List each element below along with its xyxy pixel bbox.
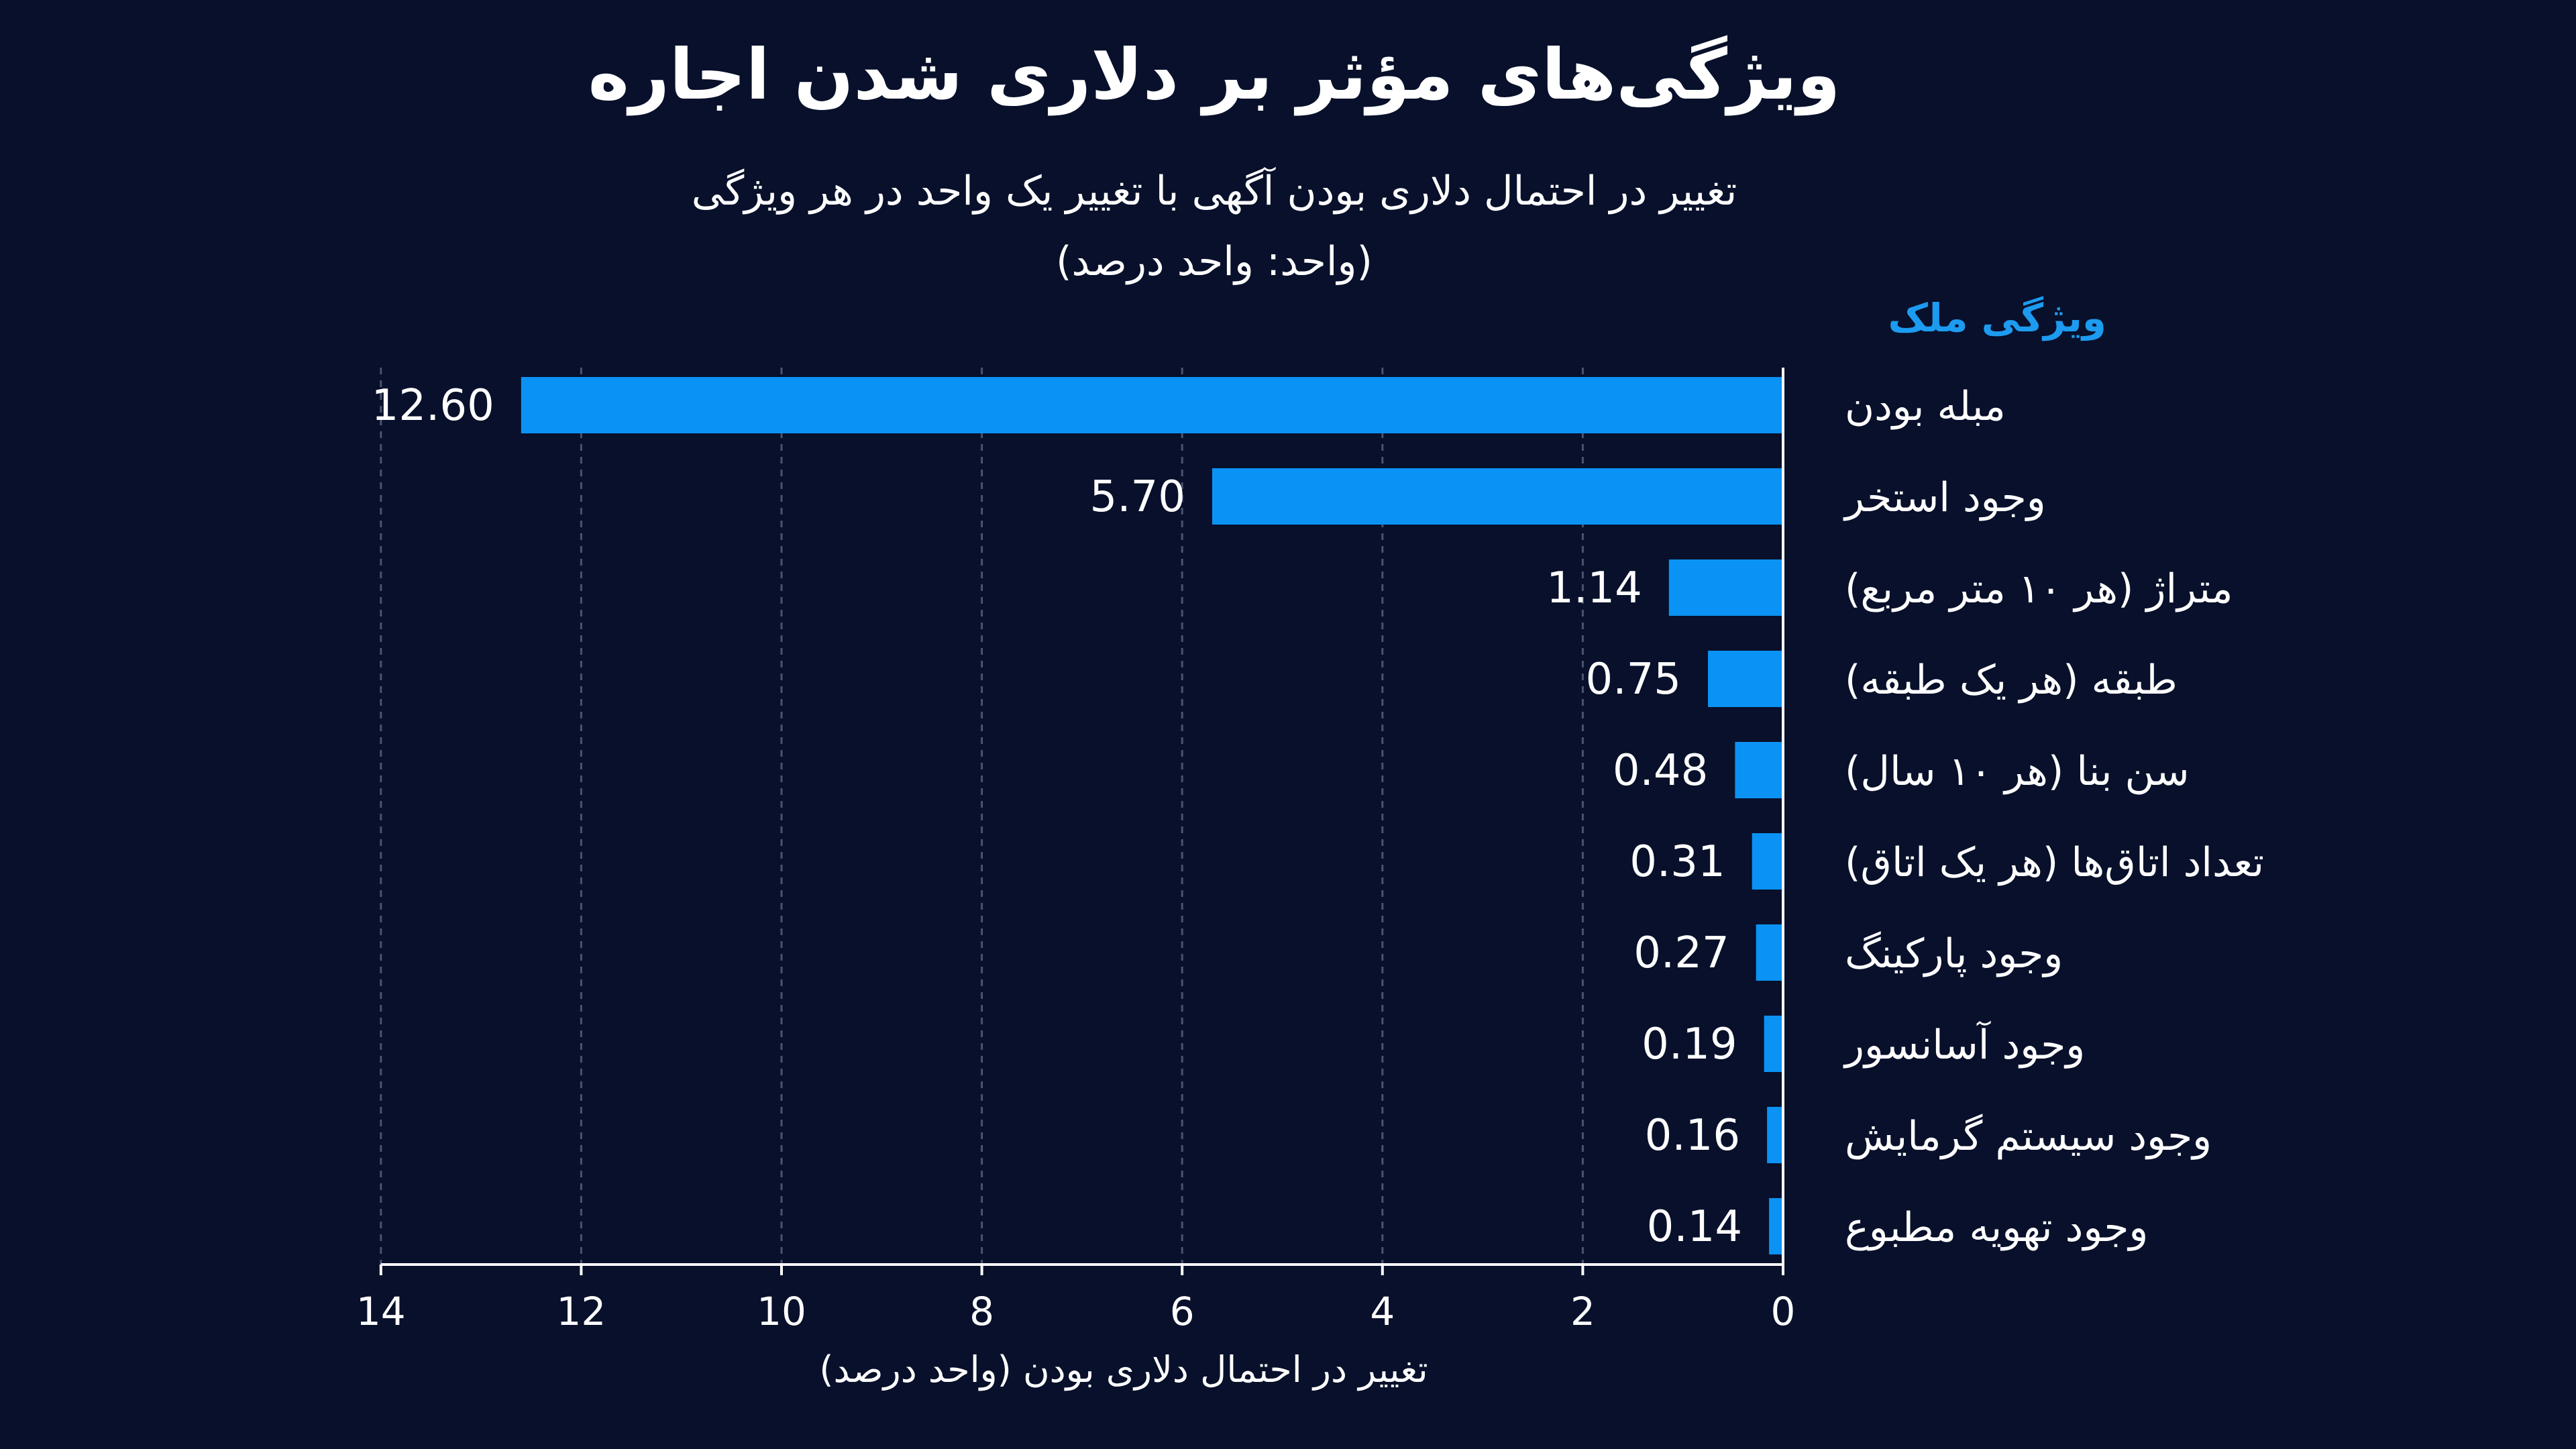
category-axis-label: ویژگی ملک	[1888, 295, 2107, 341]
bar	[1756, 924, 1783, 981]
bar	[1769, 1198, 1783, 1254]
value-label: 0.27	[1633, 928, 1729, 978]
category-label: تعداد اتاق‌ها (هر یک اتاق)	[1845, 839, 2264, 886]
value-label: 5.70	[1089, 472, 1185, 522]
x-tick-label: 10	[757, 1289, 806, 1334]
value-label: 0.19	[1642, 1020, 1737, 1069]
category-label: سن بنا (هر ۱۰ سال)	[1845, 748, 2190, 795]
value-label: 12.60	[372, 381, 494, 431]
value-label: 0.14	[1647, 1202, 1743, 1252]
category-label: وجود تهویه مطبوع	[1845, 1204, 2148, 1251]
bar	[1735, 742, 1783, 798]
category-label: مبله بودن	[1845, 383, 2006, 430]
bar	[1767, 1107, 1783, 1163]
x-tick-label: 0	[1771, 1289, 1796, 1334]
category-label: وجود پارکینگ	[1845, 930, 2063, 977]
value-label: 0.16	[1645, 1111, 1741, 1161]
bar	[1708, 651, 1783, 707]
category-label: وجود سیستم گرمایش	[1845, 1113, 2212, 1160]
x-tick-label: 4	[1370, 1289, 1395, 1334]
x-tick-label: 2	[1570, 1289, 1595, 1334]
x-tick-label: 14	[356, 1289, 406, 1334]
value-label: 0.48	[1613, 746, 1709, 796]
category-label: وجود استخر	[1843, 474, 2046, 521]
bar	[1752, 833, 1783, 890]
chart-unit-note: (واحد: واحد درصد)	[1056, 238, 1373, 285]
bar	[1212, 468, 1783, 525]
category-label: متراژ (هر ۱۰ متر مربع)	[1845, 566, 2233, 612]
x-tick-label: 8	[969, 1289, 994, 1334]
category-label: طبقه (هر یک طبقه)	[1845, 657, 2178, 704]
grid-lines	[380, 368, 1584, 1265]
x-axis-title: تغییر در احتمال دلاری بودن (واحد درصد)	[819, 1348, 1428, 1391]
bar	[521, 377, 1783, 433]
bar	[1668, 559, 1783, 616]
bar	[1764, 1016, 1783, 1072]
chart-subtitle: تغییر در احتمال دلاری بودن آگهی با تغییر…	[691, 168, 1737, 215]
x-tick-labels: 0 2 4 6 8 10 12 14	[356, 1289, 1796, 1334]
category-labels: مبله بودن وجود استخر متراژ (هر ۱۰ متر مربع…	[1843, 383, 2264, 1251]
x-tick-label: 12	[556, 1289, 606, 1334]
value-label: 0.75	[1586, 655, 1682, 704]
value-label: 1.14	[1546, 564, 1642, 613]
bars	[521, 377, 1783, 1254]
axes	[379, 368, 1784, 1275]
value-label: 0.31	[1629, 837, 1725, 887]
x-tick-label: 6	[1170, 1289, 1195, 1334]
category-label: وجود آسانسور	[1843, 1020, 2085, 1069]
chart-title: ویژگی‌های مؤثر بر دلاری شدن اجاره	[588, 34, 1841, 115]
value-labels: 12.60 5.70 1.14 0.75 0.48 0.31 0.27 0.19 0.16 0.1…	[372, 381, 1742, 1252]
